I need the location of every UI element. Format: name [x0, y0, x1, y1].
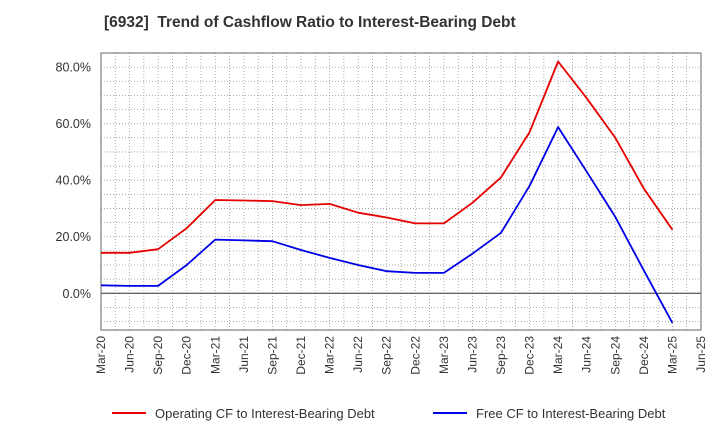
y-tick-label: 40.0%: [56, 174, 91, 188]
x-tick-label: Mar-24: [551, 336, 565, 374]
x-tick-label: Mar-21: [208, 336, 222, 374]
x-tick-label: Dec-23: [523, 336, 537, 375]
x-tick-label: Jun-23: [465, 336, 479, 373]
x-tick-label: Jun-24: [580, 336, 594, 373]
legend-label: Free CF to Interest-Bearing Debt: [476, 406, 666, 421]
x-tick-label: Dec-24: [637, 336, 651, 375]
x-tick-label: Mar-22: [323, 336, 337, 374]
x-tick-label: Mar-20: [94, 336, 108, 374]
x-tick-label: Dec-21: [294, 336, 308, 375]
x-tick-label: Jun-21: [237, 336, 251, 373]
x-tick-label: Sep-21: [265, 336, 279, 375]
series-line-operating-cf: [101, 60, 674, 254]
plot-border: [100, 52, 702, 331]
x-tick-label: Sep-23: [494, 336, 508, 375]
y-tick-label: 0.0%: [63, 287, 92, 301]
x-tick-label: Jun-25: [694, 336, 708, 373]
y-tick-label: 20.0%: [56, 230, 91, 244]
x-tick-label: Dec-22: [408, 336, 422, 375]
x-tick-label: Sep-22: [380, 336, 394, 375]
x-tick-label: Mar-23: [437, 336, 451, 374]
y-tick-label: 80.0%: [56, 61, 91, 75]
y-tick-label: 60.0%: [56, 117, 91, 131]
x-tick-label: Sep-24: [608, 336, 622, 375]
legend-label: Operating CF to Interest-Bearing Debt: [155, 406, 375, 421]
chart-title: [6932] Trend of Cashflow Ratio to Intere…: [104, 14, 516, 31]
x-tick-label: Dec-20: [180, 336, 194, 375]
x-tick-label: Sep-20: [151, 336, 165, 375]
x-tick-label: Mar-25: [665, 336, 679, 374]
x-tick-label: Jun-20: [123, 336, 137, 373]
x-tick-label: Jun-22: [351, 336, 365, 373]
series-line-free-cf: [100, 126, 674, 324]
